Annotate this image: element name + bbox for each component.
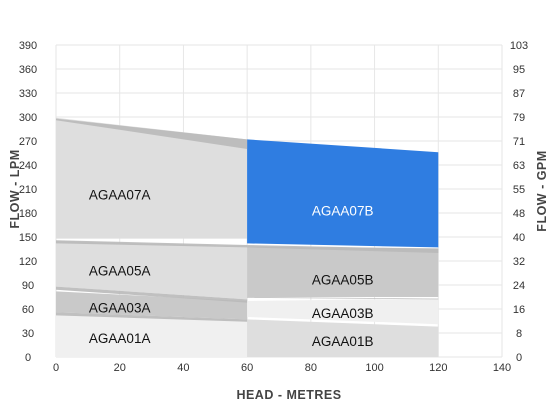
- y-right-tick-label: 8: [516, 328, 522, 340]
- y-right-tick-label: 16: [513, 304, 525, 316]
- overlap-band: [56, 312, 248, 322]
- x-tick-label: 140: [493, 362, 511, 374]
- x-tick-label: 100: [365, 362, 383, 374]
- y-right-tick-label: 40: [513, 232, 525, 244]
- region-label-agaa03b: AGAA03B: [312, 306, 374, 321]
- y-right-tick-label: 79: [513, 112, 525, 124]
- region-agaa01b: [247, 319, 439, 357]
- y-right-tick-label: 63: [513, 160, 525, 172]
- regions: [56, 117, 439, 357]
- y-left-tick-label: 360: [19, 64, 37, 76]
- region-agaa01a: [56, 314, 248, 357]
- overlap-bands: [56, 118, 439, 322]
- y-left-tick-label: 30: [22, 328, 34, 340]
- y-right-tick-label: 24: [513, 280, 525, 292]
- x-tick-label: 40: [177, 362, 189, 374]
- region-label-agaa03a: AGAA03A: [89, 300, 151, 315]
- y-left-tick-label: 330: [19, 88, 37, 100]
- y-left-tick-label: 120: [19, 256, 37, 268]
- y-axis-right-label: FLOW - GPM: [535, 150, 549, 231]
- region-agaa07b: [247, 139, 439, 248]
- region-label-agaa05b: AGAA05B: [312, 272, 374, 287]
- y-left-tick-labels: 0 30 60 90 120 150 180 210 240 270 300 330 360 390: [19, 40, 37, 364]
- region-agaa05a: [56, 241, 248, 300]
- overlap-band: [56, 286, 248, 303]
- y-left-tick-label: 270: [19, 136, 37, 148]
- y-right-tick-labels: 0 8 16 24 32 40 48 55 63 71 79 87 95 103: [510, 40, 528, 364]
- x-tick-label: 80: [305, 362, 317, 374]
- y-left-tick-label: 0: [25, 352, 31, 364]
- y-left-tick-label: 300: [19, 112, 37, 124]
- region-label-agaa01b: AGAA01B: [312, 334, 374, 349]
- y-right-tick-label: 87: [513, 88, 525, 100]
- y-left-tick-label: 180: [19, 208, 37, 220]
- region-agaa03b: [247, 298, 439, 325]
- x-tick-label: 20: [114, 362, 126, 374]
- y-right-tick-label: 71: [513, 136, 525, 148]
- y-right-tick-label: 103: [510, 40, 528, 52]
- y-right-tick-label: 0: [516, 352, 522, 364]
- y-right-tick-label: 95: [513, 64, 525, 76]
- region-label-agaa07a: AGAA07A: [89, 188, 151, 203]
- overlap-band: [56, 240, 248, 248]
- x-tick-label: 60: [241, 362, 253, 374]
- y-right-tick-label: 55: [513, 184, 525, 196]
- x-axis-label: HEAD - METRES: [236, 388, 341, 402]
- region-agaa05b: [247, 246, 439, 297]
- overlap-band: [247, 245, 439, 253]
- overlap-band: [56, 118, 248, 149]
- y-left-tick-label: 390: [19, 40, 37, 52]
- region-agaa03a: [56, 291, 248, 320]
- region-label-agaa05a: AGAA05A: [89, 264, 151, 279]
- region-agaa07a: [56, 117, 248, 239]
- y-axis-left-label: FLOW - LPM: [8, 149, 22, 228]
- region-label-agaa01a: AGAA01A: [89, 331, 151, 346]
- y-right-tick-label: 48: [513, 208, 525, 220]
- region-labels: AGAA01A AGAA01B AGAA03A AGAA03B AGAA05A AGAA0…: [89, 188, 374, 349]
- y-left-tick-label: 210: [19, 184, 37, 196]
- x-tick-labels: 0 20 40 60 80 100 120 140: [53, 362, 511, 374]
- y-left-tick-label: 150: [19, 232, 37, 244]
- y-left-tick-label: 240: [19, 160, 37, 172]
- x-tick-label: 0: [53, 362, 59, 374]
- overlap-band: [247, 297, 439, 300]
- x-tick-label: 120: [429, 362, 447, 374]
- y-left-tick-label: 90: [22, 280, 34, 292]
- y-left-tick-label: 60: [22, 304, 34, 316]
- y-right-tick-label: 32: [513, 256, 525, 268]
- region-label-agaa07b: AGAA07B: [312, 204, 374, 219]
